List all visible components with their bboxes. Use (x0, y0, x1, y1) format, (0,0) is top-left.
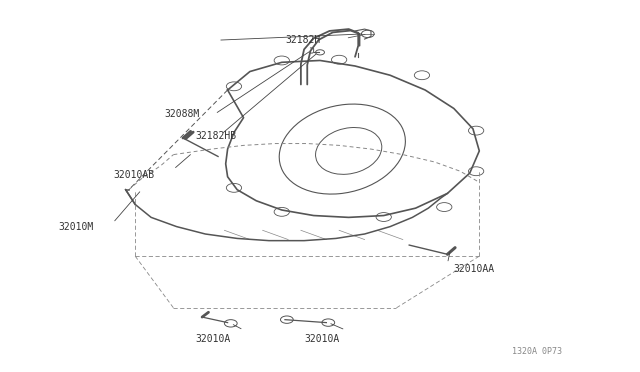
Text: 32182HB: 32182HB (196, 131, 237, 141)
Text: 32088M: 32088M (164, 109, 199, 119)
Text: 32010M: 32010M (59, 222, 94, 232)
Text: 32182H: 32182H (285, 35, 320, 45)
Text: 32010AB: 32010AB (113, 170, 154, 180)
Text: 32010A: 32010A (304, 334, 339, 344)
Text: 32010A: 32010A (196, 334, 231, 344)
Text: 1320A 0P73: 1320A 0P73 (512, 347, 562, 356)
Text: 32010AA: 32010AA (454, 264, 495, 274)
